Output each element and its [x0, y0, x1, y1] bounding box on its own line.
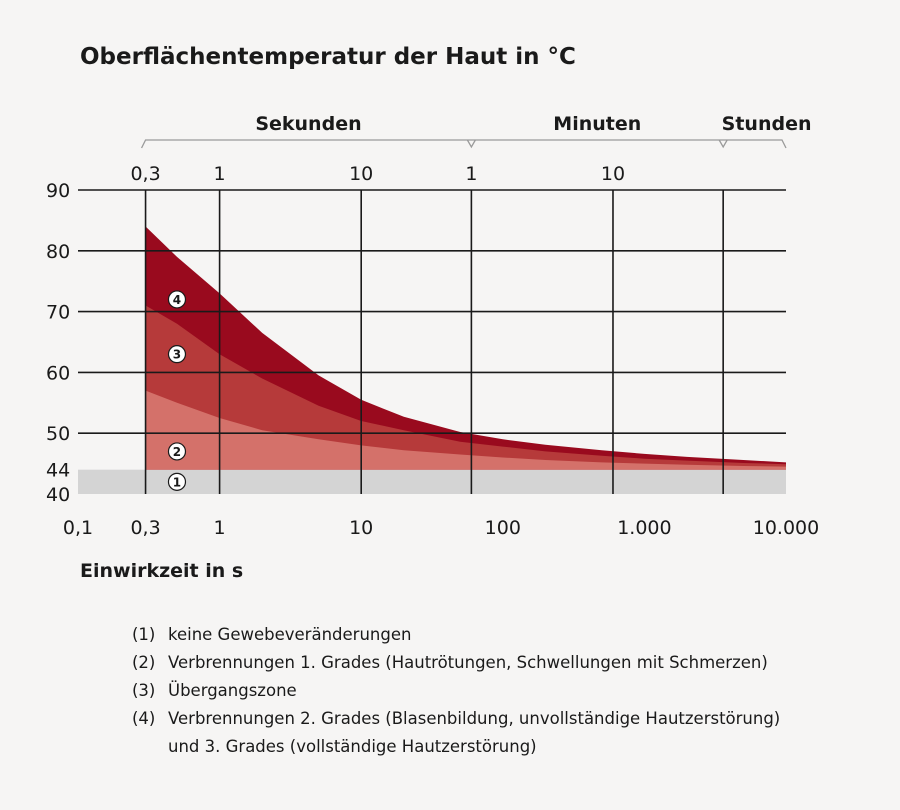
- legend-number: (4): [132, 709, 156, 728]
- legend-text: Übergangszone: [168, 681, 297, 700]
- zone-marker-label: 4: [173, 293, 181, 307]
- top-axis-group-label: Stunden: [722, 113, 812, 135]
- zone-1-area: [78, 469, 786, 494]
- top-axis-tick-label: 10: [349, 163, 373, 185]
- top-axis-tick-label: 1: [465, 163, 477, 185]
- legend-item-3: (3) Übergangszone: [132, 677, 780, 705]
- grid-layer: [78, 189, 786, 494]
- y-tick-label: 40: [46, 484, 70, 506]
- zone-marker-label: 3: [173, 348, 181, 362]
- top-axis: Sekunden 0,3 1 10 Minuten 1 10 Stunden: [130, 113, 811, 185]
- legend-number: (2): [132, 653, 156, 672]
- y-tick-label: 44: [46, 460, 70, 482]
- top-axis-separator: [718, 139, 728, 149]
- x-tick-label: 10: [349, 517, 373, 539]
- chart-title: Oberflächentemperatur der Haut in °C: [80, 44, 576, 70]
- x-tick-label: 1: [214, 517, 226, 539]
- top-axis-bracket: [140, 139, 787, 149]
- zones-layer: [78, 226, 786, 494]
- top-axis-group-label: Sekunden: [255, 113, 361, 135]
- legend-text: Verbrennungen 1. Grades (Hautrötungen, S…: [168, 653, 768, 672]
- zone-marker-4: [167, 290, 187, 309]
- y-tick-label: 90: [46, 180, 70, 202]
- zone-marker-1: [167, 472, 187, 491]
- zone-marker-label: 2: [173, 445, 181, 459]
- zone-marker-3: [167, 345, 187, 364]
- x-axis: 0,1 0,3 1 10 100 1.000 10.000: [63, 517, 819, 539]
- zone-2-area: [145, 390, 786, 470]
- x-tick-label: 10.000: [753, 517, 819, 539]
- x-tick-label: 0,3: [130, 517, 160, 539]
- y-tick-label: 60: [46, 362, 70, 384]
- legend-item-4-continued: und 3. Grades (vollständige Hautzerstöru…: [132, 733, 780, 761]
- zone-marker-label: 1: [173, 475, 181, 489]
- y-tick-label: 70: [46, 302, 70, 324]
- legend: (1) keine Gewebeveränderungen (2) Verbrenn…: [132, 621, 780, 761]
- legend-text: keine Gewebeveränderungen: [168, 625, 412, 644]
- x-tick-label: 1.000: [617, 517, 671, 539]
- legend-text: Verbrennungen 2. Grades (Blasenbildung, …: [168, 709, 781, 728]
- legend-item-4: (4) Verbrennungen 2. Grades (Blasenbildun…: [132, 705, 780, 733]
- x-tick-label: 0,1: [63, 517, 93, 539]
- zone-markers: 1 2 3 4: [167, 290, 187, 491]
- x-tick-label: 100: [485, 517, 521, 539]
- zone-marker-2: [167, 442, 187, 461]
- x-axis-label: Einwirkzeit in s: [80, 560, 244, 582]
- top-axis-tick-label: 0,3: [130, 163, 160, 185]
- legend-item-2: (2) Verbrennungen 1. Grades (Hautrötungen…: [132, 649, 780, 677]
- legend-number: (3): [132, 681, 156, 700]
- legend-text: und 3. Grades (vollständige Hautzerstöru…: [168, 737, 537, 756]
- top-axis-separator: [466, 139, 476, 149]
- y-tick-label: 80: [46, 241, 70, 263]
- legend-item-1: (1) keine Gewebeveränderungen: [132, 621, 780, 649]
- top-axis-group-label: Minuten: [553, 113, 641, 135]
- zone-3-area: [145, 305, 786, 470]
- top-axis-tick-label: 1: [214, 163, 226, 185]
- y-tick-label: 50: [46, 423, 70, 445]
- top-axis-tick-label: 10: [601, 163, 625, 185]
- legend-number: (1): [132, 625, 156, 644]
